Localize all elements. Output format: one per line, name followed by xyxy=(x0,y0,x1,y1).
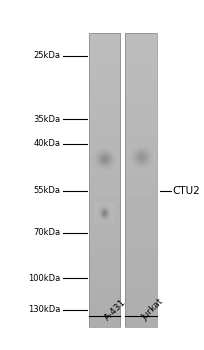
Bar xyxy=(89,33,120,327)
Text: 35kDa: 35kDa xyxy=(33,114,60,124)
Text: CTU2: CTU2 xyxy=(172,186,200,196)
Bar xyxy=(125,33,157,327)
Text: 130kDa: 130kDa xyxy=(28,305,60,314)
Text: 25kDa: 25kDa xyxy=(33,51,60,61)
Text: A-431: A-431 xyxy=(103,297,128,322)
Text: 70kDa: 70kDa xyxy=(33,228,60,237)
Text: 100kDa: 100kDa xyxy=(28,274,60,283)
Text: 40kDa: 40kDa xyxy=(33,139,60,148)
Text: Jurkat: Jurkat xyxy=(140,297,165,322)
Text: 55kDa: 55kDa xyxy=(33,186,60,195)
